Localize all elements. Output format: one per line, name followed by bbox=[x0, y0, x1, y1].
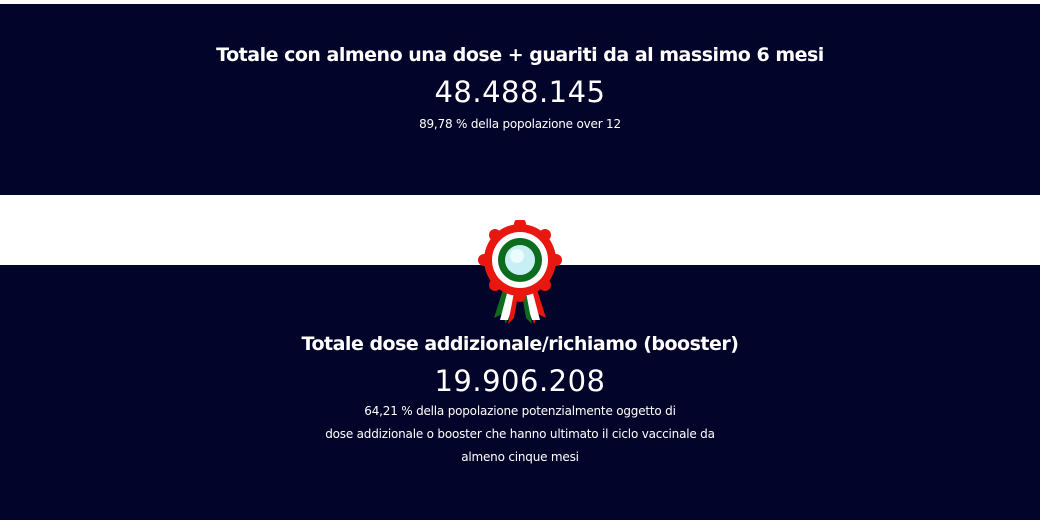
booster-note-line-2: dose addizionale o booster che hanno ult… bbox=[325, 427, 715, 441]
first-dose-note: 89,78 % della popolazione over 12 bbox=[419, 117, 621, 131]
booster-panel bbox=[0, 265, 1040, 520]
first-dose-value: 48.488.145 bbox=[434, 75, 606, 109]
booster-note-line-1: 64,21 % della popolazione potenzialmente… bbox=[364, 404, 676, 418]
booster-value: 19.906.208 bbox=[434, 364, 606, 398]
booster-title: Totale dose addizionale/richiamo (booste… bbox=[301, 333, 739, 355]
italian-cockade-icon bbox=[478, 220, 562, 324]
first-dose-title: Totale con almeno una dose + guariti da … bbox=[216, 44, 824, 66]
booster-note-line-3: almeno cinque mesi bbox=[461, 450, 579, 464]
first-dose-panel bbox=[0, 4, 1040, 195]
